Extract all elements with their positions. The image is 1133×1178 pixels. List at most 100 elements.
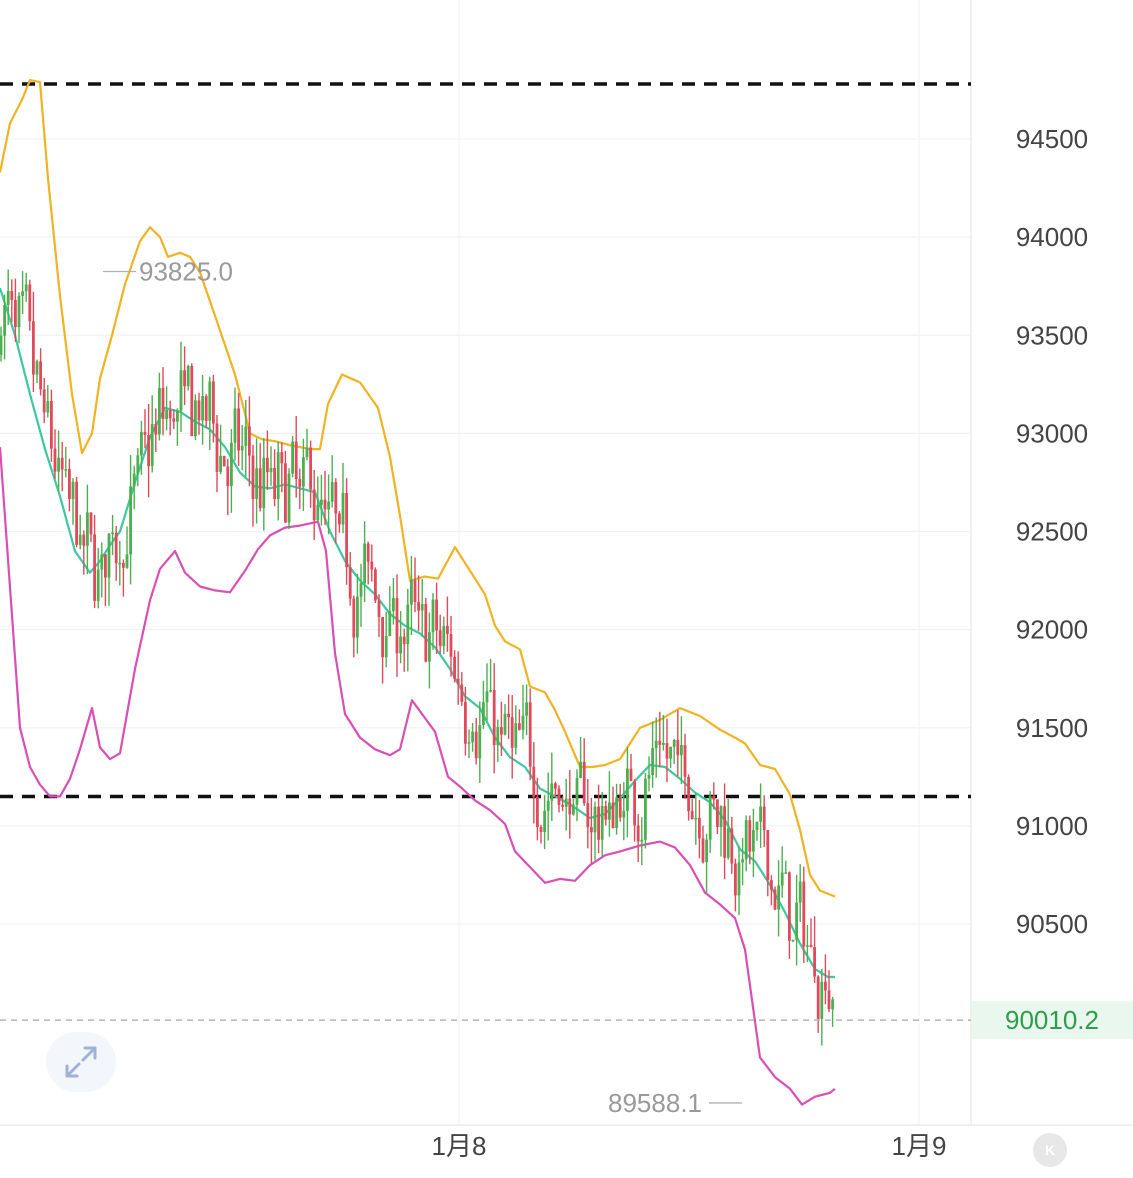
candle-body bbox=[338, 513, 341, 525]
candle-body bbox=[690, 811, 694, 820]
candle-body bbox=[755, 821, 759, 831]
candle-body bbox=[719, 806, 723, 828]
candle-body bbox=[309, 447, 312, 490]
candle-body bbox=[334, 482, 338, 514]
candle-body bbox=[53, 448, 57, 472]
candle-body bbox=[600, 806, 604, 840]
candle-body bbox=[658, 740, 662, 745]
candle-body bbox=[104, 554, 107, 578]
current-price-label: 90010.2 bbox=[1005, 1005, 1099, 1035]
candle-body bbox=[17, 296, 21, 328]
candle-body bbox=[748, 820, 752, 852]
candle-body bbox=[438, 630, 442, 647]
candle-body bbox=[629, 768, 633, 782]
candle-body bbox=[514, 723, 518, 748]
candle-body bbox=[467, 742, 471, 744]
candle-body bbox=[132, 473, 136, 487]
candle-body bbox=[802, 881, 806, 947]
upper-band-line bbox=[0, 78, 836, 898]
candle-body bbox=[100, 554, 104, 570]
candle-body bbox=[158, 387, 161, 435]
candle-body bbox=[107, 533, 111, 578]
candle-body bbox=[215, 423, 219, 472]
candle-body bbox=[219, 455, 222, 472]
candle-body bbox=[356, 596, 359, 638]
candle-body bbox=[777, 885, 780, 910]
candle-body bbox=[698, 817, 701, 839]
candle-body bbox=[179, 370, 183, 411]
candle-body bbox=[766, 830, 770, 881]
candle-body bbox=[593, 806, 597, 833]
candle-body bbox=[71, 481, 75, 500]
candle-body bbox=[773, 889, 777, 910]
candle-body bbox=[96, 569, 100, 601]
candle-body bbox=[816, 976, 820, 1019]
candle-body bbox=[543, 810, 546, 833]
candle-body bbox=[392, 598, 395, 612]
y-tick-label: 93500 bbox=[1016, 320, 1088, 350]
candle-body bbox=[597, 806, 600, 840]
candle-body bbox=[564, 798, 568, 807]
candle-body bbox=[276, 452, 280, 499]
candle-body bbox=[464, 701, 467, 744]
candle-body bbox=[222, 455, 226, 467]
candle-body bbox=[377, 600, 381, 618]
candle-body bbox=[741, 859, 744, 863]
candle-body bbox=[118, 562, 122, 565]
candle-body bbox=[582, 761, 586, 804]
y-tick-label: 92000 bbox=[1016, 615, 1088, 645]
candle-body bbox=[154, 424, 158, 435]
candle-body bbox=[312, 489, 316, 521]
candle-body bbox=[831, 999, 834, 1010]
candle-body bbox=[46, 401, 50, 413]
candle-body bbox=[284, 463, 287, 523]
candle-body bbox=[410, 579, 413, 605]
candle-body bbox=[10, 291, 14, 300]
low-annotation-label: 89588.1 bbox=[608, 1088, 702, 1118]
candle-body bbox=[827, 990, 831, 1010]
candle-body bbox=[456, 678, 460, 685]
candle-body bbox=[208, 381, 212, 421]
candle-body bbox=[528, 702, 532, 767]
candle-body bbox=[536, 797, 539, 828]
candle-body bbox=[294, 441, 298, 479]
candle-body bbox=[482, 702, 485, 725]
candle-body bbox=[647, 774, 651, 779]
y-tick-label: 91500 bbox=[1016, 713, 1088, 743]
candle-body bbox=[330, 482, 334, 502]
time-axis: 1月8 1月9 bbox=[432, 1131, 947, 1161]
middle-band-line bbox=[0, 287, 835, 979]
candle-body bbox=[168, 410, 172, 419]
candle-body bbox=[402, 636, 406, 645]
candles bbox=[0, 269, 834, 1046]
candle-body bbox=[716, 799, 719, 828]
candle-body bbox=[237, 408, 240, 451]
y-tick-label: 94000 bbox=[1016, 222, 1088, 252]
candle-body bbox=[204, 396, 208, 421]
y-tick-label: 91000 bbox=[1016, 811, 1088, 841]
candle-body bbox=[557, 788, 561, 805]
k-button[interactable]: K bbox=[1033, 1133, 1067, 1167]
expand-button[interactable] bbox=[46, 1032, 116, 1092]
candle-body bbox=[525, 702, 528, 716]
candle-body bbox=[406, 604, 410, 645]
y-tick-label: 90500 bbox=[1016, 909, 1088, 939]
candle-body bbox=[510, 717, 514, 748]
candle-body bbox=[759, 806, 762, 822]
candle-body bbox=[633, 781, 636, 826]
candle-body bbox=[143, 431, 147, 436]
candle-body bbox=[345, 492, 348, 568]
candle-body bbox=[50, 401, 53, 449]
candle-body bbox=[762, 806, 766, 831]
candle-body bbox=[35, 361, 39, 375]
candle-body bbox=[608, 802, 611, 820]
candle-body bbox=[75, 481, 78, 545]
candle-body bbox=[687, 776, 690, 812]
candle-body bbox=[431, 599, 435, 633]
candle-body bbox=[114, 532, 118, 564]
candle-body bbox=[14, 299, 17, 328]
candle-body bbox=[262, 457, 266, 509]
candle-body bbox=[212, 381, 215, 424]
k-button-label: K bbox=[1044, 1142, 1056, 1158]
